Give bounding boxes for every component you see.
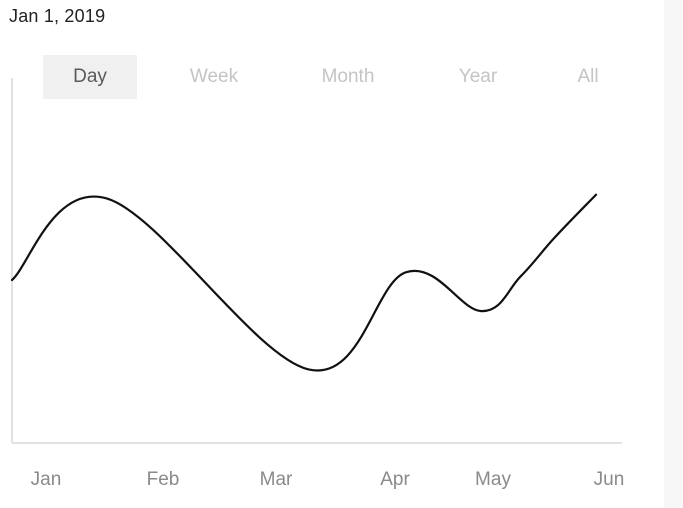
- tab-all[interactable]: All: [577, 66, 599, 87]
- x-tick-mar: Mar: [260, 469, 293, 490]
- side-panel-edge: [664, 0, 683, 508]
- x-tick-jun: Jun: [594, 469, 625, 490]
- x-tick-feb: Feb: [147, 469, 180, 490]
- series-line: [10, 193, 598, 372]
- x-tick-may: May: [475, 469, 511, 490]
- x-tick-jan: Jan: [31, 469, 62, 490]
- tab-month[interactable]: Month: [321, 66, 375, 87]
- tab-day[interactable]: Day: [43, 55, 137, 99]
- range-tabs: Day Week Month Year All: [43, 55, 623, 99]
- x-tick-labels: Jan Feb Mar Apr May Jun: [31, 469, 625, 490]
- tab-year[interactable]: Year: [458, 66, 498, 87]
- x-tick-apr: Apr: [380, 469, 410, 490]
- selected-date: Jan 1, 2019: [9, 6, 106, 26]
- tab-week[interactable]: Week: [189, 66, 239, 87]
